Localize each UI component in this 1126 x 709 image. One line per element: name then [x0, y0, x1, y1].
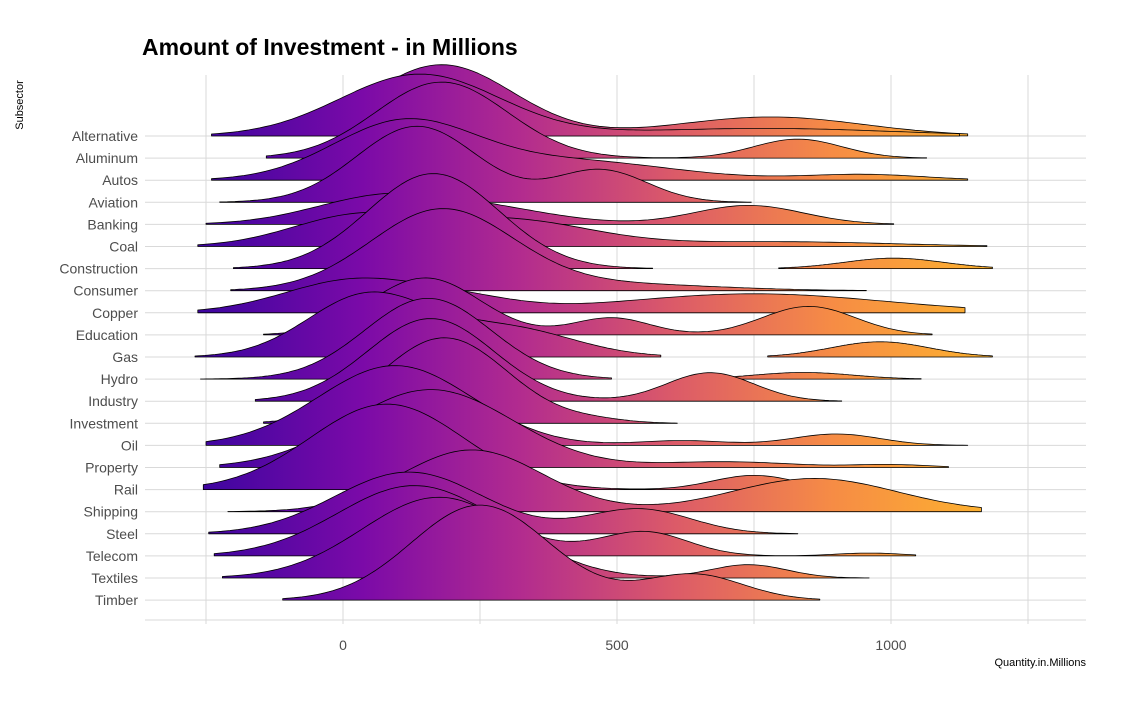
y-tick-label: Construction	[59, 261, 138, 277]
y-tick-label: Property	[85, 460, 138, 476]
y-tick-label: Oil	[121, 437, 138, 453]
ridge-gas-b	[767, 341, 993, 358]
ridge-timber	[282, 504, 821, 601]
y-tick-label: Gas	[112, 349, 138, 365]
chart-title: Amount of Investment - in Millions	[142, 34, 518, 60]
y-tick-label: Telecom	[86, 548, 138, 564]
y-tick-label: Hydro	[101, 371, 139, 387]
ridge-consumer	[230, 208, 867, 292]
y-tick-label: Investment	[70, 415, 139, 431]
y-tick-label: Rail	[114, 482, 138, 498]
ridge-construction-b	[778, 257, 993, 269]
x-axis-label: Quantity.in.Millions	[994, 657, 1087, 669]
y-tick-label: Timber	[95, 592, 138, 608]
y-tick-label: Autos	[102, 172, 138, 188]
y-tick-label: Coal	[109, 239, 138, 255]
y-tick-label: Banking	[87, 216, 138, 232]
y-tick-label: Aviation	[88, 194, 138, 210]
y-tick-label: Alternative	[72, 128, 138, 144]
y-tick-label: Shipping	[84, 504, 139, 520]
ridge-aviation	[219, 125, 752, 203]
x-tick-labels: 0 500 1000	[339, 637, 907, 653]
y-tick-label: Textiles	[91, 570, 138, 586]
y-tick-label: Copper	[92, 305, 138, 321]
y-tick-label: Aluminum	[76, 150, 138, 166]
x-tick-label: 500	[605, 637, 629, 653]
y-tick-labels: Timber Textiles Telecom Steel Shipping Rail Pr…	[59, 128, 138, 608]
y-tick-label: Consumer	[73, 283, 138, 299]
y-tick-label: Steel	[106, 526, 138, 542]
y-tick-label: Education	[76, 327, 138, 343]
x-tick-label: 1000	[875, 637, 906, 653]
y-axis-label: Subsector	[14, 80, 26, 130]
ridges	[194, 64, 993, 601]
y-tick-label: Industry	[88, 393, 138, 409]
x-tick-label: 0	[339, 637, 347, 653]
